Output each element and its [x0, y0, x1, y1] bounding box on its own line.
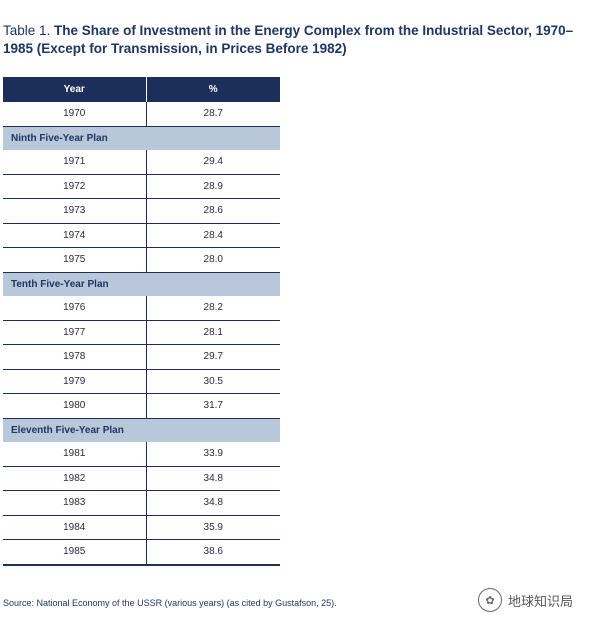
- source-note: Source: National Economy of the USSR (va…: [3, 598, 337, 608]
- investment-table: Year % 1970 28.7 Ninth Five-Year Plan 1971 2…: [3, 77, 280, 566]
- percent-cell: 28.0: [146, 247, 280, 273]
- year-cell: 1981: [3, 442, 147, 467]
- wechat-icon: ✿: [478, 588, 502, 612]
- percent-cell: 28.4: [146, 223, 280, 248]
- year-cell: 1977: [3, 320, 147, 345]
- watermark-text: 地球知识局: [508, 594, 574, 610]
- table-row: 1983 34.8: [3, 490, 280, 516]
- table-row: 1974 28.4: [3, 223, 280, 248]
- percent-cell: 28.7: [146, 102, 280, 127]
- column-header-percent: %: [146, 77, 280, 102]
- table-row: 1972 28.9: [3, 174, 280, 199]
- table-row: 1979 30.5: [3, 369, 280, 394]
- table-row: 1975 28.0: [3, 247, 280, 273]
- table-row: 1976 28.2: [3, 296, 280, 321]
- year-cell: 1984: [3, 515, 147, 540]
- table-row: 1985 38.6: [3, 539, 280, 566]
- table-row: 1977 28.1: [3, 320, 280, 345]
- percent-cell: 30.5: [146, 369, 280, 394]
- year-cell: 1982: [3, 466, 147, 491]
- year-cell: 1979: [3, 369, 147, 394]
- percent-cell: 28.1: [146, 320, 280, 345]
- percent-cell: 34.8: [146, 466, 280, 491]
- year-cell: 1970: [3, 102, 147, 127]
- section-label: Tenth Five-Year Plan: [3, 272, 280, 296]
- percent-cell: 31.7: [146, 393, 280, 419]
- watermark: ✿ 地球知识局: [478, 588, 573, 612]
- section-row: Tenth Five-Year Plan: [3, 272, 280, 296]
- percent-cell: 33.9: [146, 442, 280, 467]
- year-cell: 1973: [3, 198, 147, 224]
- table-header-row: Year %: [3, 77, 280, 102]
- year-cell: 1972: [3, 174, 147, 199]
- year-cell: 1974: [3, 223, 147, 248]
- column-header-year: Year: [3, 77, 147, 102]
- section-label: Ninth Five-Year Plan: [3, 126, 280, 150]
- year-cell: 1978: [3, 344, 147, 370]
- percent-cell: 28.9: [146, 174, 280, 199]
- table-body: 1970 28.7 Ninth Five-Year Plan 1971 29.4 1972…: [3, 102, 280, 566]
- percent-cell: 29.4: [146, 150, 280, 175]
- percent-cell: 28.2: [146, 296, 280, 321]
- section-row: Eleventh Five-Year Plan: [3, 418, 280, 442]
- table-row: 1970 28.7: [3, 102, 280, 127]
- year-cell: 1971: [3, 150, 147, 175]
- section-label: Eleventh Five-Year Plan: [3, 418, 280, 442]
- year-cell: 1976: [3, 296, 147, 321]
- year-cell: 1975: [3, 247, 147, 273]
- section-row: Ninth Five-Year Plan: [3, 126, 280, 150]
- percent-cell: 28.6: [146, 198, 280, 224]
- table-row: 1973 28.6: [3, 198, 280, 224]
- table-row: 1981 33.9: [3, 442, 280, 467]
- year-cell: 1980: [3, 393, 147, 419]
- year-cell: 1983: [3, 490, 147, 516]
- percent-cell: 38.6: [146, 539, 280, 566]
- caption-lead: Table 1.: [3, 23, 55, 38]
- table-row: 1984 35.9: [3, 515, 280, 540]
- percent-cell: 29.7: [146, 344, 280, 370]
- caption-title: The Share of Investment in the Energy Co…: [3, 23, 574, 56]
- table-row: 1971 29.4: [3, 150, 280, 175]
- percent-cell: 34.8: [146, 490, 280, 516]
- percent-cell: 35.9: [146, 515, 280, 540]
- table-row: 1978 29.7: [3, 344, 280, 370]
- year-cell: 1985: [3, 539, 147, 566]
- table-row: 1980 31.7: [3, 393, 280, 419]
- table-row: 1982 34.8: [3, 466, 280, 491]
- table-caption: Table 1. The Share of Investment in the …: [3, 22, 601, 58]
